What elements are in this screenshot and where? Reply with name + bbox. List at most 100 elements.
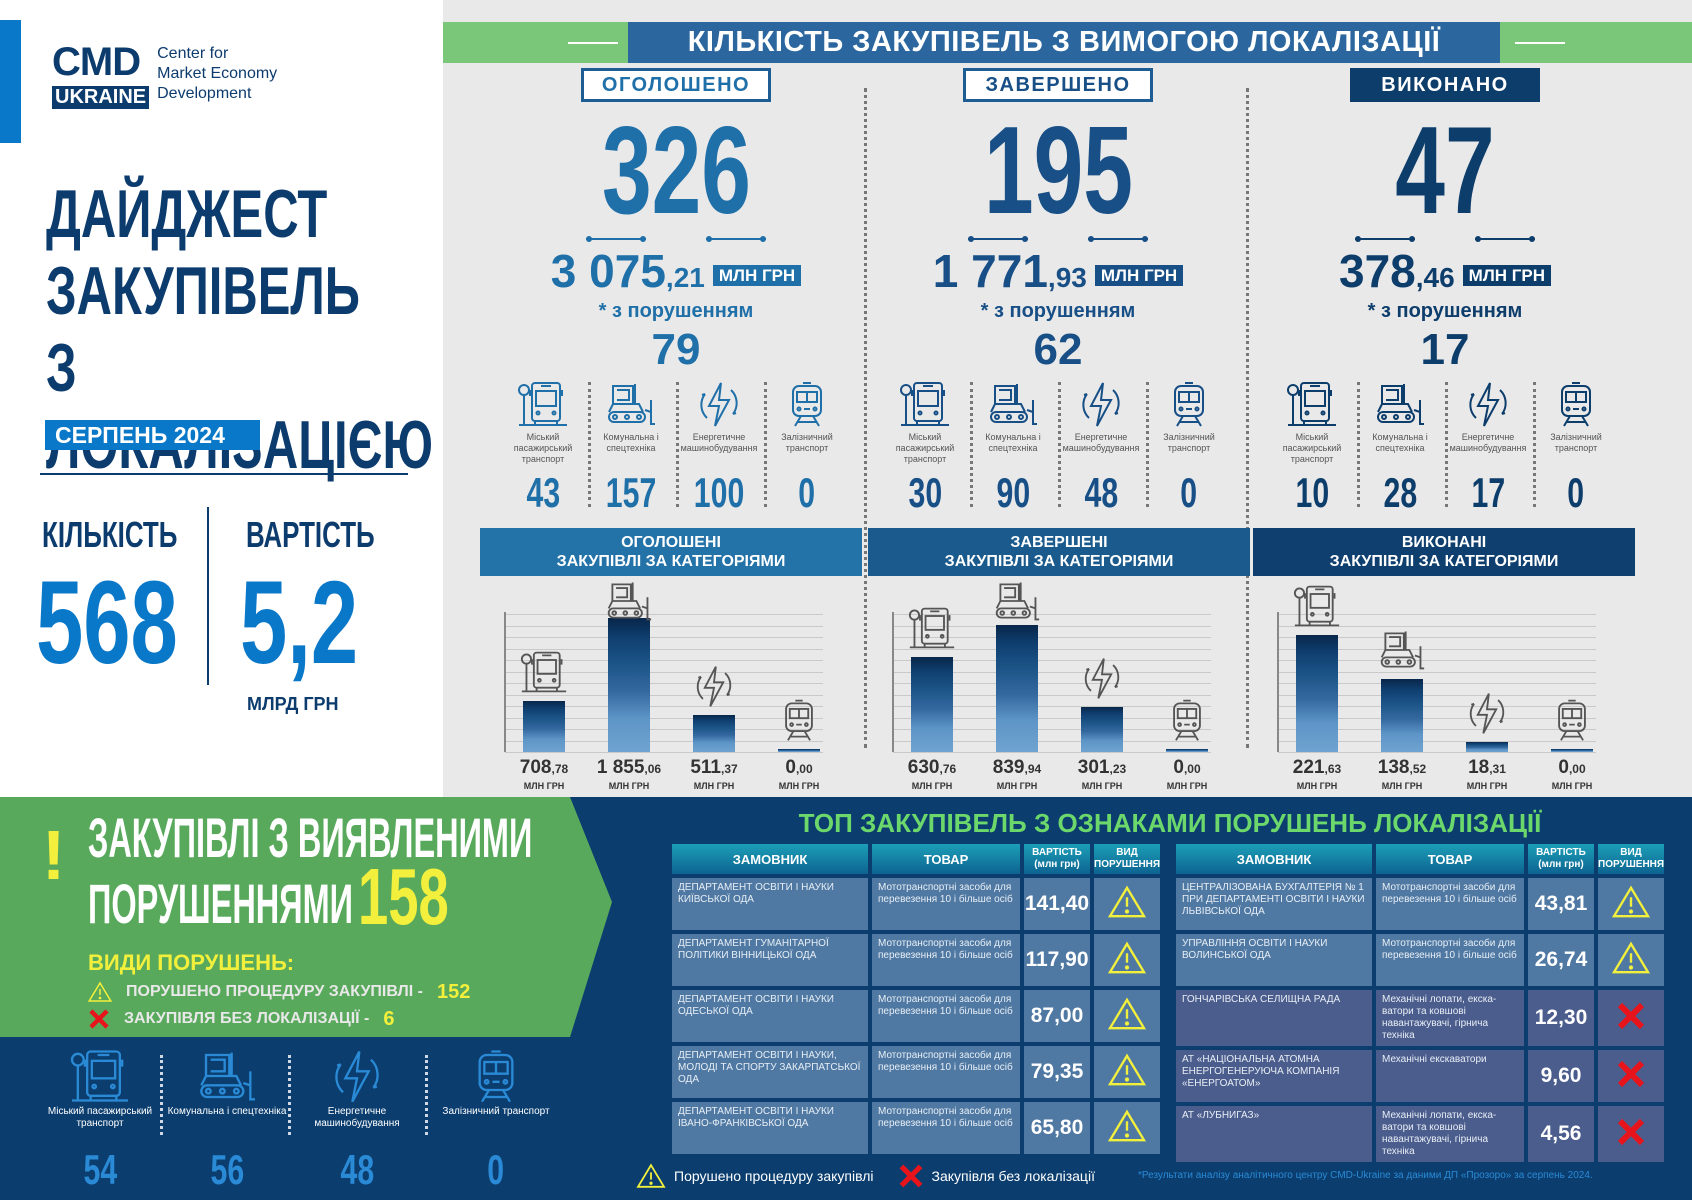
category-count: 48: [340, 1146, 374, 1193]
chart-bar: [996, 625, 1038, 752]
bar-unit: МЛН ГРН: [1296, 781, 1338, 791]
divider: [970, 382, 973, 507]
column-divider: [1246, 88, 1249, 748]
column-header: ВИД ПОРУШЕННЯ: [1094, 844, 1160, 874]
value-dec: ,93: [1047, 262, 1087, 293]
bar-unit: МЛН ГРН: [523, 781, 565, 791]
violation-type-cell: [1094, 990, 1160, 1042]
value-int: 18: [1468, 757, 1490, 778]
bar-unit: МЛН ГРН: [1081, 781, 1123, 791]
gridline: [893, 740, 1211, 742]
logo-mark: CMD: [52, 40, 141, 84]
top-table-title: ТОП ЗАКУПІВЕЛЬ З ОЗНАКАМИ ПОРУШЕНЬ ЛОКАЛ…: [798, 808, 1542, 838]
violation-category: Залізничний транспорт 0: [436, 1048, 556, 1193]
table-row: ДЕПАРТАМЕНТ ОСВІТИ І НАУКИ КИЇВСЬКОЇ ОДА…: [672, 878, 1160, 930]
chart-bar: [523, 700, 565, 752]
category-stat: Енергетичне машинобудування 17: [1445, 380, 1531, 516]
status-tag: ОГОЛОШЕНО: [581, 68, 771, 102]
title-line: ЗАКУПІВЕЛЬ: [46, 253, 360, 329]
category-label: Залізничний транспорт: [1550, 432, 1602, 453]
bar-value-label: 18,31: [1446, 757, 1528, 780]
kind-no-localization: ЗАКУПІВЛЯ БЕЗ ЛОКАЛІЗАЦІЇ - 6: [88, 1007, 395, 1031]
decor-line: [568, 42, 618, 44]
category-count: 28: [1383, 469, 1417, 516]
gridline: [1278, 671, 1596, 673]
category-stat: Енергетичне машинобудування 48: [1058, 380, 1144, 516]
item-cell: Мототранспортні засоби для перевезення 1…: [872, 934, 1020, 986]
category-label: Комунальна і спецтехніка: [167, 1106, 287, 1117]
bus-icon: [1293, 583, 1341, 629]
accent-bar: [0, 20, 21, 143]
decor-line: [586, 236, 646, 242]
category-count: 0: [798, 469, 816, 516]
violation-category: Енергетичне машинобудування 48: [297, 1048, 417, 1193]
value-cell: 26,74: [1528, 934, 1594, 986]
value-int: 1 771: [932, 245, 1048, 297]
bus-icon: [68, 1048, 132, 1104]
train-icon: [1548, 697, 1596, 743]
bar-value-label: 138,52: [1361, 757, 1443, 780]
value-cell: 43,81: [1528, 878, 1594, 930]
bulldozer-icon: [1378, 627, 1426, 673]
train-icon: [1163, 380, 1215, 428]
gridline: [505, 706, 823, 707]
bar-unit: МЛН ГРН: [1466, 781, 1508, 791]
category-count: 54: [83, 1146, 117, 1193]
bulldozer-icon: [605, 380, 657, 428]
violations-count: 79: [651, 325, 701, 374]
category-count: 48: [1084, 469, 1118, 516]
chart-bar: [1466, 742, 1508, 752]
decor-line: [706, 236, 766, 242]
table-row: УПРАВЛІННЯ ОСВІТИ І НАУКИ ВОЛИНСЬКОЇ ОДА…: [1176, 934, 1664, 986]
customer-cell: УПРАВЛІННЯ ОСВІТИ І НАУКИ ВОЛИНСЬКОЇ ОДА: [1176, 934, 1372, 986]
train-icon: [464, 1048, 528, 1104]
column-0: ОГОЛОШЕНО 326 3 075,21 МЛН ГРН * з поруше…: [486, 0, 866, 520]
chart-title-line: ЗАВЕРШЕНІ: [1010, 534, 1108, 551]
chart-title-line: ЗАКУПІВЛІ ЗА КАТЕГОРІЯМИ: [944, 553, 1174, 570]
gridline: [893, 717, 1211, 719]
bus-icon: [899, 380, 951, 428]
category-count: 10: [1295, 469, 1329, 516]
gridline: [1278, 706, 1596, 707]
table-row: ДЕПАРТАМЕНТ ОСВІТИ І НАУКИ, МОЛОДІ ТА СП…: [672, 1046, 1160, 1098]
lightning-icon: [325, 1048, 389, 1104]
chart-bar: [1166, 749, 1208, 752]
top-table-right: ЗАМОВНИК ТОВАР ВАРТІСТЬ (млн грн) ВИД ПОРУШ…: [1172, 840, 1668, 1166]
lightning-icon: [1463, 690, 1511, 736]
gridline: [893, 706, 1211, 707]
title-line: З ЛОКАЛІЗАЦІЄЮ: [46, 330, 433, 483]
value-dec: ,21: [665, 262, 705, 293]
left-panel: [0, 0, 443, 797]
status-tag: ВИКОНАНО: [1350, 68, 1540, 102]
bus-icon: [517, 380, 569, 428]
item-cell: Мототранспортні засоби для перевезення 1…: [872, 878, 1020, 930]
warning-icon: [1107, 941, 1147, 975]
bulldozer-icon: [993, 578, 1041, 624]
warning-icon: [1107, 885, 1147, 919]
bar-unit: МЛН ГРН: [1381, 781, 1423, 791]
divider: [764, 382, 767, 507]
cross-icon: [1616, 999, 1646, 1033]
gridline: [1278, 648, 1596, 650]
logo-sub: UKRAINE: [52, 86, 150, 109]
category-stat: Залізничний транспорт 0: [764, 380, 850, 516]
value-int: 511: [690, 757, 721, 778]
bar-unit: МЛН ГРН: [693, 781, 735, 791]
chart-title-line: ОГОЛОШЕНІ: [621, 534, 721, 551]
title-line: ДАЙДЖЕСТ: [46, 176, 328, 252]
chart-title: ЗАВЕРШЕНІ ЗАКУПІВЛІ ЗА КАТЕГОРІЯМИ: [868, 528, 1250, 576]
chart-title-line: ВИКОНАНІ: [1401, 534, 1487, 551]
gridline: [1278, 752, 1596, 753]
value-int: 221: [1292, 757, 1325, 778]
category-count: 157: [605, 469, 657, 516]
lightning-icon: [690, 663, 738, 709]
gridline: [1278, 717, 1596, 719]
category-stat: Міський пасажирський транспорт 30: [882, 380, 968, 516]
value-unit: МЛРД ГРН: [247, 694, 339, 714]
bar-value-label: 221,63: [1276, 757, 1358, 780]
value-dec: ,31: [1489, 762, 1506, 776]
column-header: ЗАМОВНИК: [1176, 844, 1372, 874]
item-cell: Мототранспортні засоби для перевезення 1…: [872, 1102, 1020, 1154]
category-label: Міський пасажирський транспорт: [895, 432, 955, 464]
value-dec: ,78: [551, 762, 569, 776]
